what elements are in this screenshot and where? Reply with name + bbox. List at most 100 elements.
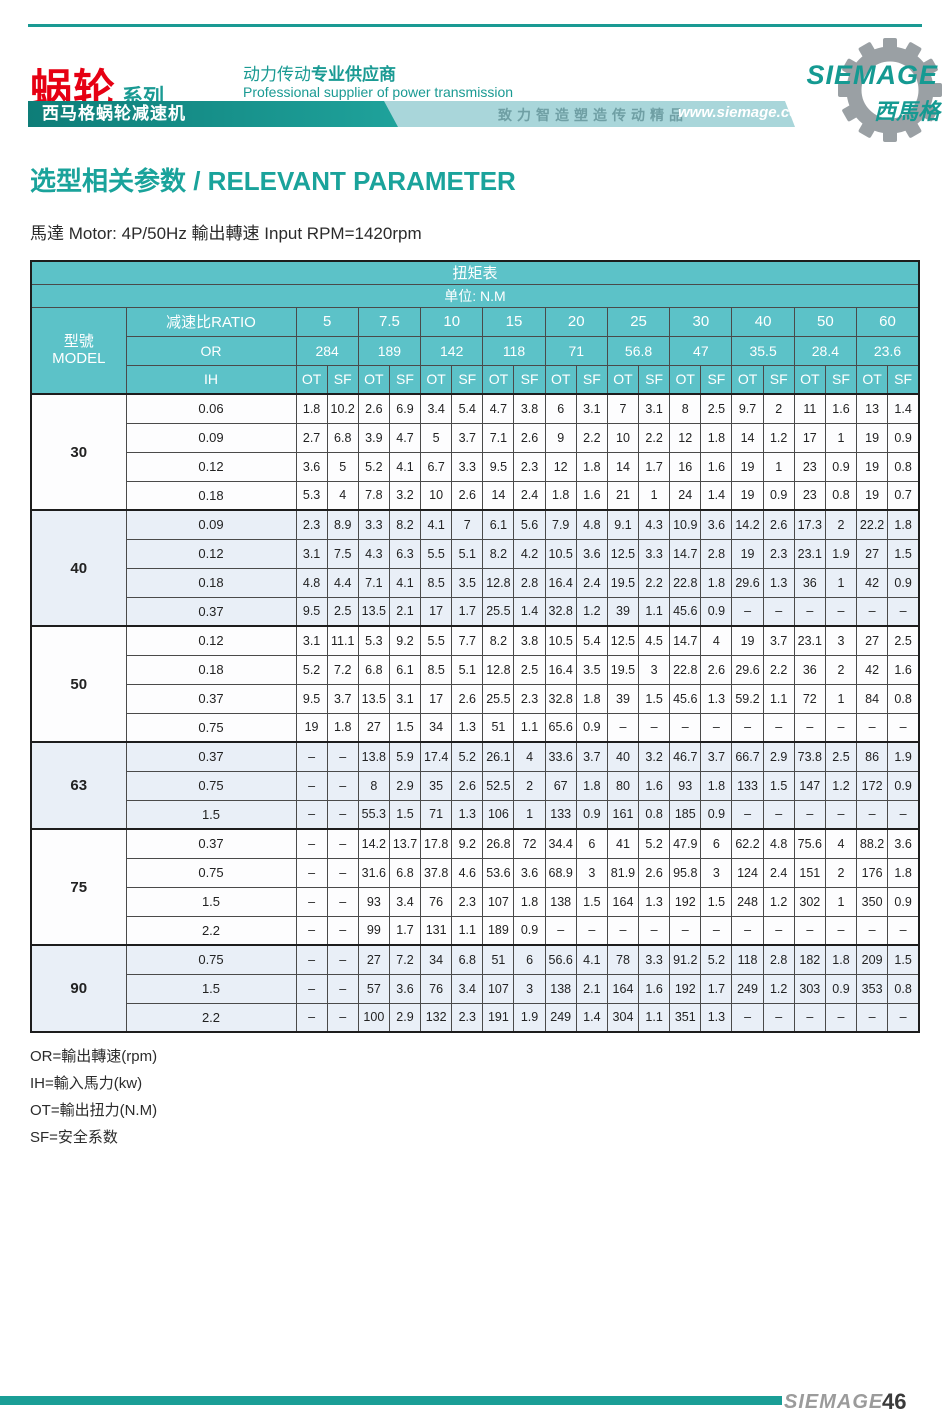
ot-value-cell: 19 (731, 451, 764, 482)
sf-value-cell: 3.7 (700, 741, 733, 772)
ih-cell: 0.75 (125, 770, 297, 801)
sf-value-cell: – (700, 915, 733, 946)
table-title: 扭矩表 (30, 260, 920, 285)
tagline-cn: 动力传动专业供应商 (243, 60, 396, 85)
sf-value-cell: 0.8 (887, 973, 920, 1004)
ratio-value: 30 (669, 306, 733, 337)
ot-value-cell: 6 (544, 393, 577, 424)
ot-value-cell: 7.9 (544, 509, 577, 540)
ot-value-cell: 12.5 (606, 625, 640, 656)
ot-value-cell: 22.2 (856, 509, 889, 540)
ot-value-cell: 3.9 (357, 422, 390, 453)
sf-value-cell: 1.4 (575, 1002, 608, 1033)
ot-value-cell: 25.5 (482, 683, 515, 714)
sf-value-cell: 2.9 (388, 1002, 422, 1033)
ot-label: OT (669, 364, 702, 395)
ot-value-cell: 12 (669, 422, 702, 453)
ot-value-cell: 45.6 (669, 683, 702, 714)
ot-value-cell: 2.7 (295, 422, 328, 453)
ot-value-cell: 3.4 (420, 393, 453, 424)
sf-value-cell: – (638, 915, 671, 946)
ih-cell: 2.2 (125, 1002, 297, 1033)
ratio-value: 50 (793, 306, 858, 337)
ot-value-cell: 84 (856, 683, 889, 714)
sf-value-cell: 1.1 (638, 1002, 671, 1033)
brand-logo: SIEMAGE 西馬格 (775, 28, 950, 148)
sf-value-cell: 1.8 (326, 712, 359, 743)
sf-value-cell: 3 (700, 857, 733, 888)
sf-value-cell: 3 (575, 857, 608, 888)
sf-value-cell: 0.9 (824, 973, 858, 1004)
ot-value-cell: 17.4 (420, 741, 453, 772)
ot-value-cell: 32.8 (544, 683, 577, 714)
sf-value-cell: 0.7 (887, 480, 920, 511)
ot-label: OT (482, 364, 515, 395)
sf-value-cell: 0.9 (824, 451, 858, 482)
model-cell: 40 (30, 509, 127, 627)
sf-value-cell: – (326, 828, 359, 859)
ot-value-cell: 16.4 (544, 654, 577, 685)
ot-value-cell: 25.5 (482, 596, 515, 627)
sf-value-cell: 1.9 (513, 1002, 546, 1033)
sf-value-cell: 2 (762, 393, 795, 424)
sf-value-cell: 3.6 (388, 973, 422, 1004)
sf-label: SF (326, 364, 359, 395)
ot-label: OT (420, 364, 453, 395)
sf-value-cell: 2.2 (762, 654, 795, 685)
sf-value-cell: 8.9 (326, 509, 359, 540)
ot-value-cell: 14 (482, 480, 515, 511)
sf-label: SF (762, 364, 795, 395)
ot-value-cell: 14.2 (731, 509, 764, 540)
ot-label: OT (606, 364, 640, 395)
ot-value-cell: 304 (606, 1002, 640, 1033)
ih-cell: 0.75 (125, 857, 297, 888)
ot-value-cell: 138 (544, 973, 577, 1004)
ot-value-cell: 133 (731, 770, 764, 801)
sf-value-cell: – (762, 712, 795, 743)
ot-value-cell: 249 (544, 1002, 577, 1033)
sf-value-cell: 1.3 (638, 886, 671, 917)
sf-value-cell: 1.7 (700, 973, 733, 1004)
ratio-value: 20 (544, 306, 608, 337)
ot-value-cell: 8 (357, 770, 390, 801)
note-ot: OT=輸出扭力(N.M) (30, 1102, 158, 1119)
sf-value-cell: 5.1 (451, 654, 484, 685)
ot-value-cell: 59.2 (731, 683, 764, 714)
ot-value-cell: 8.2 (482, 625, 515, 656)
sf-value-cell: 1.7 (388, 915, 422, 946)
sf-value-cell: 1.8 (700, 770, 733, 801)
table-body: 30 0.06 1.8 10.2 2.6 6.9 3.4 5.4 4.7 3.8 6 3.1 7 3.1 8… (30, 393, 920, 1033)
ot-value-cell: 27 (856, 625, 889, 656)
ot-value-cell: – (731, 596, 764, 627)
ot-value-cell: 11 (793, 393, 826, 424)
table-row: 50 0.12 3.1 11.1 5.3 9.2 5.5 7.7 8.2 3.8 10.5 5.4 12… (30, 625, 920, 743)
sf-value-cell: 3.7 (762, 625, 795, 656)
ot-value-cell: 5.2 (295, 654, 328, 685)
or-value: 142 (420, 335, 484, 366)
ot-value-cell: 5.5 (420, 538, 453, 569)
sf-value-cell: 2 (824, 509, 858, 540)
ot-value-cell: 9.5 (295, 683, 328, 714)
ot-value-cell: 39 (606, 596, 640, 627)
model-column-header: 型號 MODEL (30, 306, 127, 395)
ot-value-cell: 138 (544, 886, 577, 917)
sf-value-cell: 4 (824, 828, 858, 859)
sf-value-cell: – (887, 915, 920, 946)
ratio-value: 25 (606, 306, 671, 337)
sf-value-cell: 2.2 (638, 422, 671, 453)
ot-value-cell: 88.2 (856, 828, 889, 859)
or-label: OR (125, 335, 297, 366)
ot-value-cell: 8.2 (482, 538, 515, 569)
ot-value-cell: 55.3 (357, 799, 390, 830)
ot-value-cell: 14.2 (357, 828, 390, 859)
note-ih: IH=輸入馬力(kw) (30, 1075, 143, 1092)
ot-value-cell: 350 (856, 886, 889, 917)
website-link[interactable]: www.siemage.com (678, 104, 812, 121)
ot-value-cell: 7.1 (482, 422, 515, 453)
ot-label: OT (731, 364, 764, 395)
table-row: 0.75– –31.6 6.8 37.8 4.6 53.6 3.6 68.9 3 81.9 2.6 9… (31, 857, 920, 888)
ot-value-cell: – (856, 915, 889, 946)
ot-value-cell: 37.8 (420, 857, 453, 888)
ot-label: OT (856, 364, 889, 395)
sf-value-cell: – (887, 712, 920, 743)
